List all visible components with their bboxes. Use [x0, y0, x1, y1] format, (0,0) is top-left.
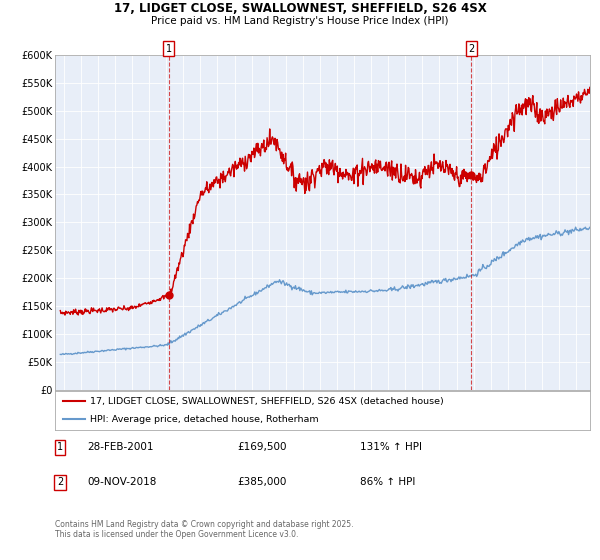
Text: 2: 2 [468, 44, 474, 54]
Text: £169,500: £169,500 [237, 442, 287, 452]
Text: 17, LIDGET CLOSE, SWALLOWNEST, SHEFFIELD, S26 4SX (detached house): 17, LIDGET CLOSE, SWALLOWNEST, SHEFFIELD… [90, 397, 443, 406]
Text: £385,000: £385,000 [237, 477, 286, 487]
Text: 09-NOV-2018: 09-NOV-2018 [87, 477, 157, 487]
Text: 131% ↑ HPI: 131% ↑ HPI [360, 442, 422, 452]
Text: 86% ↑ HPI: 86% ↑ HPI [360, 477, 415, 487]
Text: HPI: Average price, detached house, Rotherham: HPI: Average price, detached house, Roth… [90, 415, 319, 424]
Text: Price paid vs. HM Land Registry's House Price Index (HPI): Price paid vs. HM Land Registry's House … [151, 16, 449, 26]
Text: 1: 1 [57, 442, 63, 452]
Text: 2: 2 [57, 477, 63, 487]
Text: 28-FEB-2001: 28-FEB-2001 [87, 442, 154, 452]
Text: Contains HM Land Registry data © Crown copyright and database right 2025.
This d: Contains HM Land Registry data © Crown c… [55, 520, 354, 539]
Text: 1: 1 [166, 44, 172, 54]
Text: 17, LIDGET CLOSE, SWALLOWNEST, SHEFFIELD, S26 4SX: 17, LIDGET CLOSE, SWALLOWNEST, SHEFFIELD… [113, 2, 487, 15]
